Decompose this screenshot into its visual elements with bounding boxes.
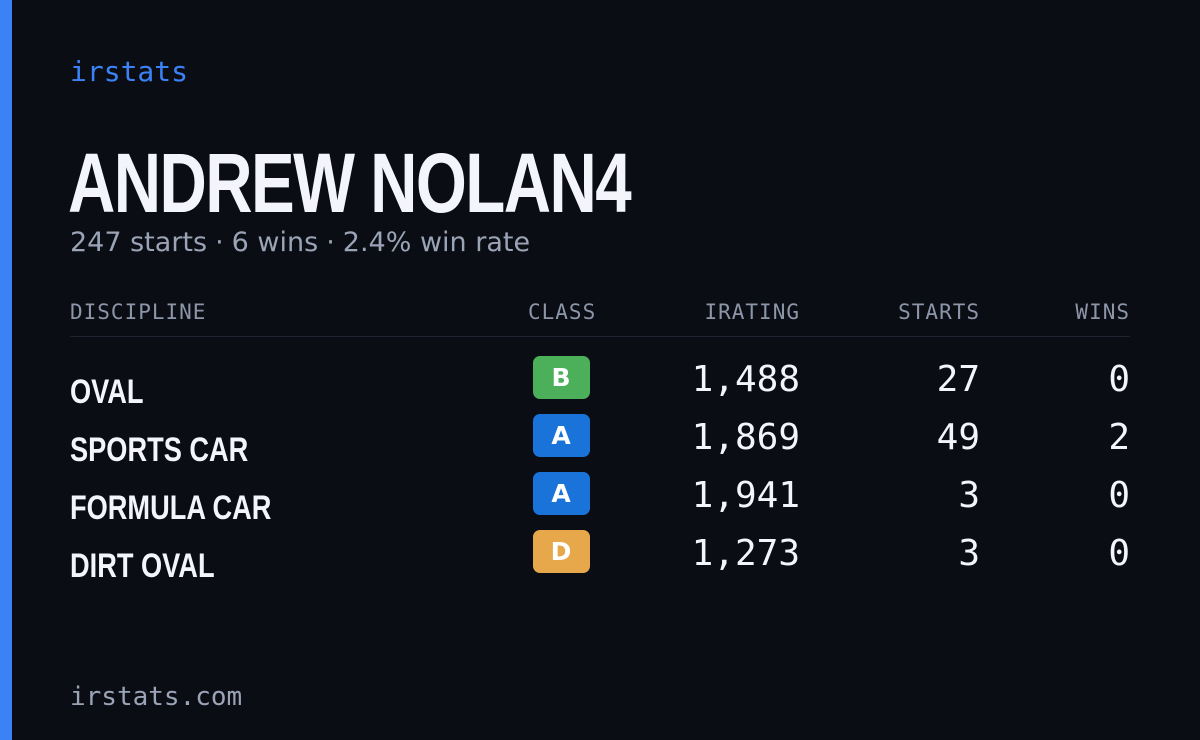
table-body: OVAL B 1,488 27 0 SPORTS CAR A 1,869 49 … xyxy=(70,353,1130,585)
starts-value: 3 xyxy=(958,474,980,516)
stats-table: DISCIPLINE CLASS IRATING STARTS WINS OVA… xyxy=(70,296,1130,585)
class-cell: B xyxy=(532,353,590,411)
wins-summary: 6 wins xyxy=(231,227,319,258)
driver-summary: 247 starts · 6 wins · 2.4% win rate xyxy=(70,227,530,258)
table-row: OVAL B 1,488 27 0 xyxy=(70,353,1130,411)
irating-value: 1,941 xyxy=(691,474,800,516)
irating-value: 1,488 xyxy=(691,358,800,400)
footer-url: irstats.com xyxy=(70,682,243,712)
wins-value: 0 xyxy=(1108,532,1130,574)
class-badge: D xyxy=(532,529,590,573)
accent-bar xyxy=(0,0,12,740)
starts-value: 3 xyxy=(958,532,980,574)
starts-value: 27 xyxy=(936,358,980,400)
header-irating: IRATING xyxy=(704,300,800,324)
header-discipline: DISCIPLINE xyxy=(70,300,207,324)
class-cell: A xyxy=(532,411,590,469)
starts-summary: 247 starts xyxy=(70,227,208,258)
table-row: DIRT OVAL D 1,273 3 0 xyxy=(70,527,1130,585)
table-row: SPORTS CAR A 1,869 49 2 xyxy=(70,411,1130,469)
wins-value: 0 xyxy=(1108,474,1130,516)
class-badge: A xyxy=(532,471,590,515)
header-starts: STARTS xyxy=(898,300,980,324)
irating-value: 1,869 xyxy=(691,416,800,458)
winrate-summary: 2.4% win rate xyxy=(342,227,531,258)
discipline-name: OVAL xyxy=(70,372,144,411)
separator: · xyxy=(326,227,335,258)
header-wins: WINS xyxy=(1075,300,1130,324)
irating-value: 1,273 xyxy=(691,532,800,574)
discipline-name: SPORTS CAR xyxy=(70,430,249,469)
header-class: CLASS xyxy=(528,300,597,324)
wins-value: 0 xyxy=(1108,358,1130,400)
table-row: FORMULA CAR A 1,941 3 0 xyxy=(70,469,1130,527)
discipline-name: FORMULA CAR xyxy=(70,488,272,527)
brand-label: irstats xyxy=(70,55,189,88)
class-cell: D xyxy=(532,527,590,585)
starts-value: 49 xyxy=(936,416,980,458)
class-cell: A xyxy=(532,469,590,527)
discipline-name: DIRT OVAL xyxy=(70,546,215,585)
table-header: DISCIPLINE CLASS IRATING STARTS WINS xyxy=(70,296,1130,337)
wins-value: 2 xyxy=(1108,416,1130,458)
class-badge: A xyxy=(532,413,590,457)
driver-name: ANDREW NOLAN4 xyxy=(68,136,632,230)
class-badge: B xyxy=(532,355,590,399)
separator: · xyxy=(215,227,224,258)
